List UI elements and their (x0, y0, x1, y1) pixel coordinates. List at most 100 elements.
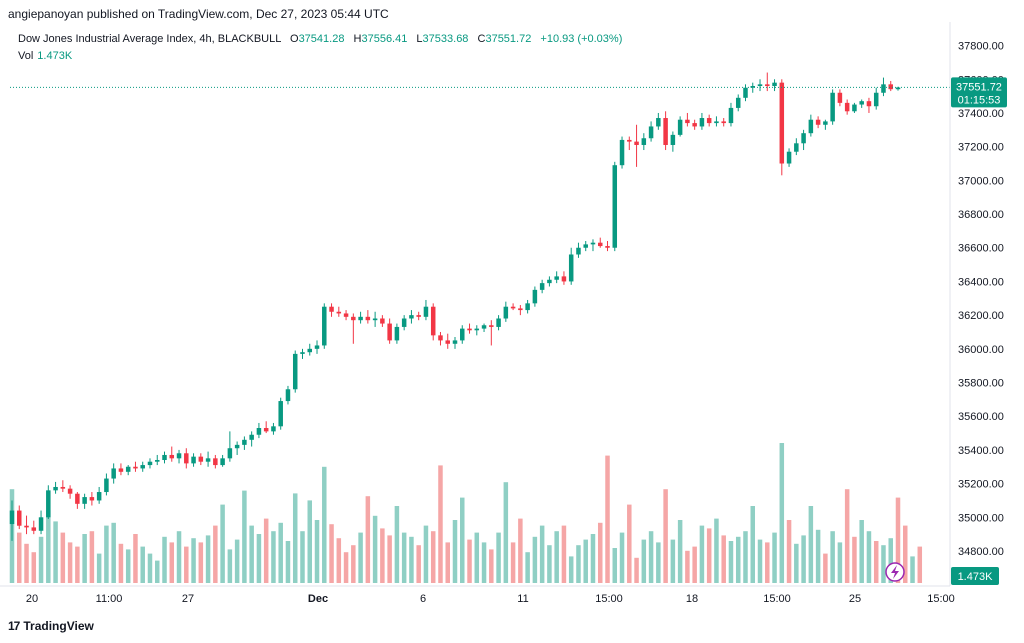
volume-bar (641, 539, 647, 583)
volume-bar (510, 542, 516, 583)
time-tick-label: 27 (182, 593, 194, 605)
volume-bar (125, 549, 131, 583)
volume-bar (823, 553, 828, 583)
volume-bar (496, 532, 501, 583)
candle-body (452, 340, 458, 344)
candle-body (227, 448, 233, 459)
volume-bar (576, 545, 581, 583)
price-tick-label: 34800.00 (958, 546, 1004, 558)
volume-bar (881, 545, 886, 583)
volume-bar (699, 525, 705, 583)
volume-bar (38, 536, 44, 583)
candle-body (779, 82, 785, 164)
volume-bar (445, 542, 450, 583)
volume-bar (489, 549, 494, 583)
volume-bar (154, 560, 160, 583)
price-tick-label: 37400.00 (958, 108, 1004, 120)
candle-body (881, 84, 886, 93)
price-tick-label: 36200.00 (958, 310, 1004, 322)
candles (9, 72, 901, 541)
candle-body (438, 335, 443, 341)
candle-body (336, 311, 342, 314)
candle-body (285, 389, 291, 402)
price-tick-label: 35000.00 (958, 512, 1004, 524)
candle-body (96, 492, 102, 501)
volume-bar (372, 515, 378, 583)
volume-label[interactable]: Vol (18, 50, 34, 62)
candle-body (445, 340, 450, 344)
volume-bar (53, 521, 58, 583)
candle-body (866, 101, 872, 107)
volume-bar (656, 542, 661, 583)
volume-bar (743, 531, 748, 583)
open-value: 37541.28 (298, 33, 345, 45)
lightning-icon[interactable] (885, 562, 905, 582)
countdown-label: 01:15:53 (958, 94, 1001, 106)
candle-body (568, 254, 574, 282)
volume-bar (648, 531, 654, 583)
volume-bar (169, 542, 175, 583)
candle-body (176, 453, 182, 459)
price-tick-label: 36800.00 (958, 209, 1004, 221)
volume-bar (837, 542, 843, 583)
volume-bar (322, 466, 327, 583)
volume-bar (351, 545, 356, 583)
volume-bar (525, 552, 530, 583)
candle-body (365, 316, 371, 321)
candle-body (17, 510, 22, 526)
tradingview-brand: TradingView (23, 619, 94, 633)
symbol-title[interactable]: Dow Jones Industrial Average Index, 4h, … (18, 33, 281, 45)
time-tick-label: 15:00 (927, 593, 955, 605)
time-axis[interactable]: 20 11:00 27 Dec 6 11 15:00 18 15:00 25 15:00 (0, 585, 955, 605)
volume-bar (583, 539, 588, 583)
volume-bar (184, 546, 189, 583)
volume-bar (82, 534, 87, 583)
candle-body (794, 143, 799, 152)
candle-body (605, 246, 610, 248)
tradingview-logo[interactable]: 17 TradingView (8, 619, 94, 633)
volume-bar (830, 531, 835, 583)
volume-bar (401, 532, 407, 583)
price-tick-label: 35600.00 (958, 411, 1004, 423)
candle-body (198, 456, 204, 462)
volume-bar (772, 532, 777, 583)
high-label: H (353, 33, 362, 45)
candle-body (721, 121, 726, 124)
volume-bar (750, 506, 756, 583)
volume-bar (162, 536, 167, 583)
candle-body (307, 348, 313, 353)
candle-body (89, 497, 95, 501)
volume-bar (242, 490, 247, 583)
volume-bar (561, 525, 567, 583)
candle-body (844, 102, 850, 112)
volume-bar (481, 542, 487, 583)
time-tick-label: 15:00 (763, 593, 791, 605)
candle-body (554, 276, 559, 280)
candle-body (278, 401, 283, 427)
candle-body (118, 468, 124, 472)
time-tick-label: 20 (26, 593, 38, 605)
volume-value: 1.473K (37, 50, 73, 62)
volume-bar (140, 546, 145, 583)
volume-bar (314, 520, 320, 583)
volume-bar (794, 543, 799, 583)
candle-body (191, 456, 196, 464)
candle-body (133, 466, 138, 469)
volume-bar (380, 528, 385, 583)
candle-body (184, 453, 189, 464)
candle-body (525, 303, 530, 311)
price-tick-label: 35800.00 (958, 378, 1004, 390)
candle-body (583, 244, 588, 248)
price-axis[interactable]: 37800.0037600.0037400.0037200.0037000.00… (949, 22, 1004, 586)
volume-bar (307, 500, 313, 583)
time-tick-label: 11 (517, 593, 528, 605)
candle-body (648, 126, 654, 139)
volume-bar (104, 525, 109, 583)
volume-bar (460, 497, 465, 583)
candle-body (24, 525, 29, 528)
close-label: C (477, 33, 486, 45)
candle-body (663, 118, 668, 145)
high-value: 37556.41 (361, 33, 408, 45)
candle-body (372, 318, 378, 321)
